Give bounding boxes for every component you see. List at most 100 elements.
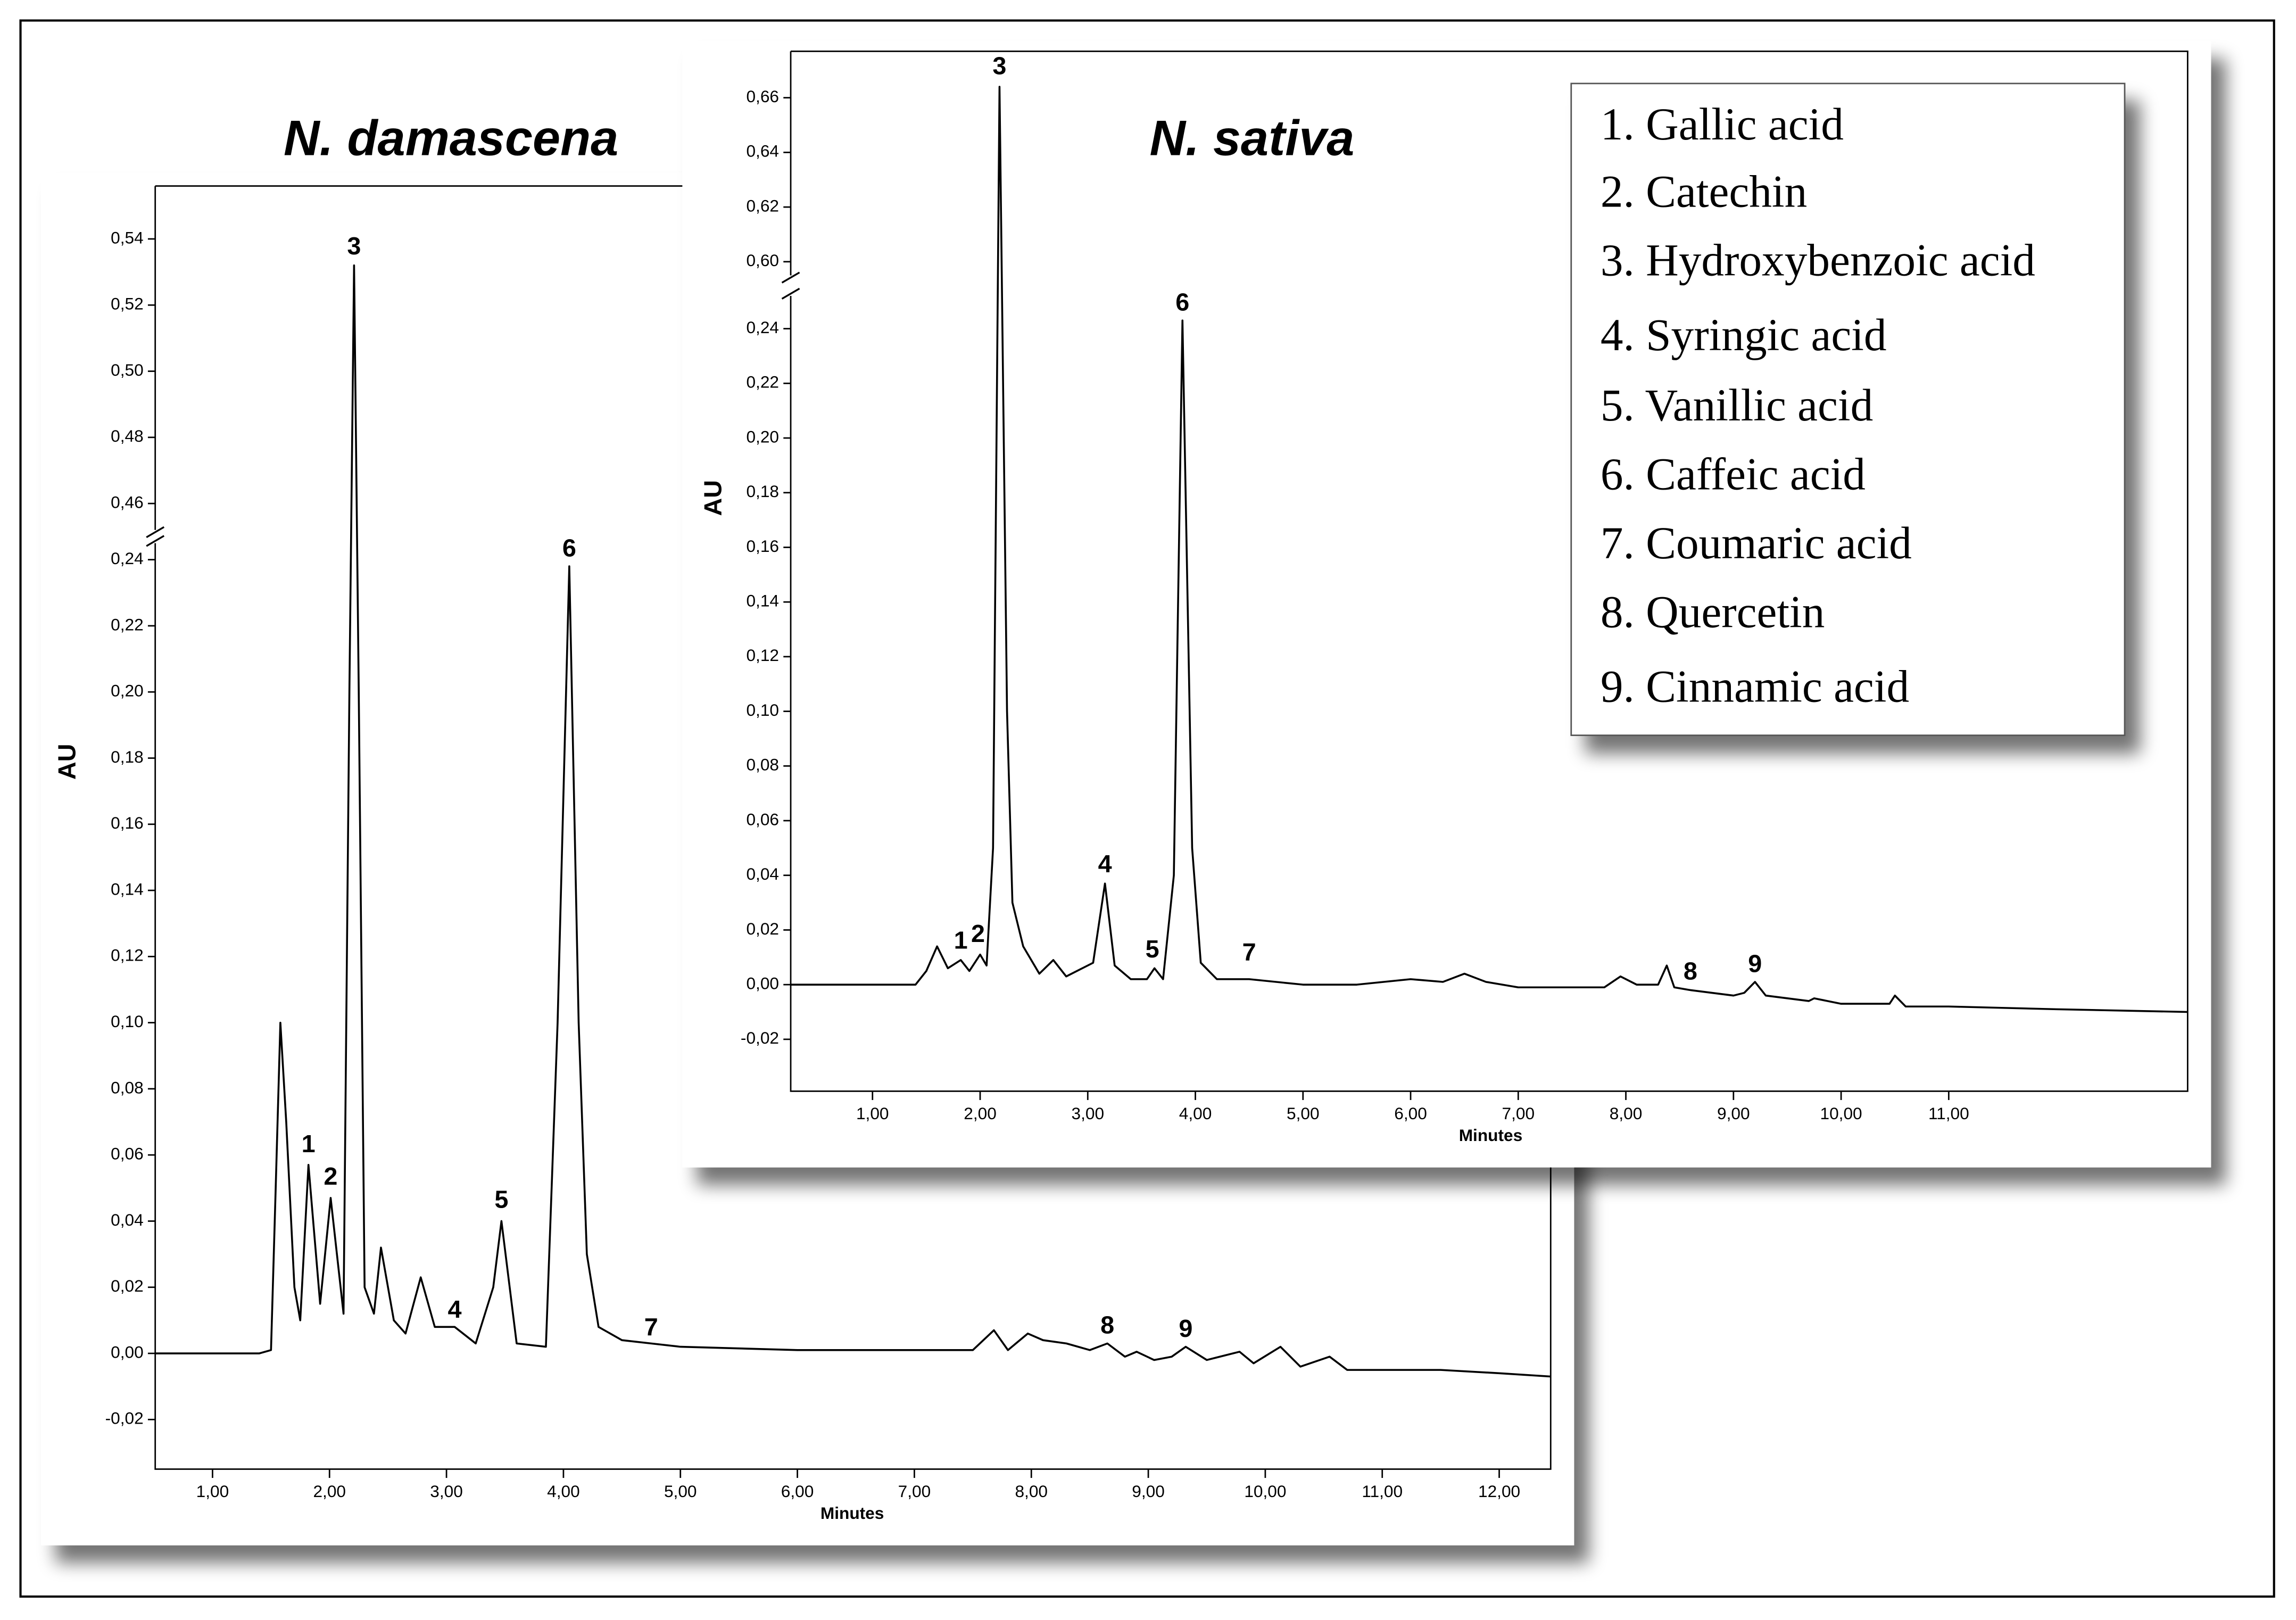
x-tick-label: 6,00 (1394, 1104, 1427, 1123)
y-axis-label: AU (53, 743, 81, 780)
y-tick-label: 0,10 (111, 1012, 144, 1031)
y-tick-label: 0,06 (111, 1144, 144, 1163)
x-tick-label: 7,00 (898, 1482, 931, 1501)
x-tick-label: 9,00 (1717, 1104, 1750, 1123)
chart-title: N. damascena (284, 110, 618, 166)
y-tick-label: 0,08 (111, 1078, 144, 1097)
y-tick-label: 0,00 (111, 1342, 144, 1361)
peak-label: 6 (1175, 288, 1189, 316)
y-tick-label: 0,60 (746, 251, 779, 270)
y-tick-label: 0,54 (111, 228, 144, 247)
y-tick-label: 0,50 (111, 360, 144, 379)
y-tick-label: 0,16 (111, 813, 144, 832)
y-tick-label: 0,18 (746, 482, 779, 501)
y-tick-label: 0,08 (746, 755, 779, 774)
x-tick-label: 2,00 (313, 1482, 346, 1501)
peak-label: 5 (494, 1186, 508, 1213)
y-axis-label: AU (699, 480, 726, 516)
peak-label: 9 (1748, 950, 1762, 978)
x-tick-label: 3,00 (1071, 1104, 1104, 1123)
legend-item: 6. Caffeic acid (1601, 450, 1866, 500)
y-tick-label: 0,16 (746, 536, 779, 556)
y-tick-label: 0,00 (746, 974, 779, 993)
peak-label: 7 (644, 1313, 658, 1341)
y-tick-label: 0,14 (746, 591, 779, 610)
peak-label: 3 (347, 232, 361, 260)
x-tick-label: 8,00 (1015, 1482, 1048, 1501)
legend-item: 9. Cinnamic acid (1601, 662, 1909, 712)
x-tick-label: 4,00 (547, 1482, 580, 1501)
y-tick-label: 0,14 (111, 879, 144, 898)
legend-item: 8. Quercetin (1601, 587, 1825, 637)
chart-title: N. sativa (1149, 110, 1354, 166)
x-tick-label: 12,00 (1478, 1482, 1520, 1501)
legend-item: 1. Gallic acid (1601, 100, 1844, 150)
y-tick-label: 0,52 (111, 294, 144, 313)
y-tick-label: 0,02 (746, 919, 779, 938)
peak-label: 6 (562, 534, 576, 561)
y-tick-label: 0,20 (746, 427, 779, 446)
y-tick-label: 0,12 (746, 646, 779, 665)
x-tick-label: 7,00 (1502, 1104, 1535, 1123)
legend-box (1570, 82, 2126, 737)
peak-label: 7 (1242, 938, 1256, 965)
x-axis-label: Minutes (820, 1503, 884, 1523)
peak-label: 2 (971, 920, 985, 947)
y-tick-label: 0,62 (746, 196, 779, 215)
y-tick-label: 0,48 (111, 426, 144, 445)
peak-label: 4 (1098, 850, 1112, 878)
peak-label: 8 (1684, 957, 1697, 985)
x-tick-label: 10,00 (1820, 1104, 1862, 1123)
axis-break (781, 271, 800, 300)
y-tick-label: 0,66 (746, 87, 779, 106)
y-tick-label: 0,18 (111, 747, 144, 766)
trace (155, 264, 1551, 1378)
x-tick-label: 9,00 (1132, 1482, 1165, 1501)
y-tick-label: 0,46 (111, 492, 144, 511)
x-tick-label: 2,00 (964, 1104, 997, 1123)
x-axis-label: Minutes (1459, 1126, 1522, 1145)
peak-label: 3 (992, 52, 1006, 80)
y-tick-label: -0,02 (741, 1028, 779, 1047)
x-tick-label: 11,00 (1928, 1104, 1969, 1123)
y-tick-label: 0,10 (746, 700, 779, 720)
axis (790, 50, 2189, 1092)
x-tick-label: 10,00 (1244, 1482, 1286, 1501)
legend-item: 2. Catechin (1601, 167, 1807, 217)
y-tick-label: 0,22 (746, 373, 779, 392)
peak-label: 1 (302, 1130, 316, 1158)
peak-label: 4 (447, 1295, 461, 1323)
peak-label: 2 (324, 1162, 337, 1190)
peak-label: 1 (954, 926, 968, 954)
y-tick-label: 0,06 (746, 809, 779, 829)
y-tick-label: 0,64 (746, 142, 779, 161)
x-tick-label: 4,00 (1179, 1104, 1212, 1123)
x-tick-label: 3,00 (430, 1482, 463, 1501)
legend: 1. Gallic acid 2. Catechin 3. Hydroxybenzo… (1570, 82, 2126, 737)
peak-label: 8 (1100, 1311, 1114, 1339)
legend-item: 4. Syringic acid (1601, 310, 1887, 360)
x-tick-label: 8,00 (1610, 1104, 1643, 1123)
y-tick-label: 0,12 (111, 946, 144, 965)
x-tick-label: 6,00 (781, 1482, 814, 1501)
x-tick-label: 1,00 (856, 1104, 889, 1123)
peak-label: 9 (1179, 1315, 1192, 1342)
y-tick-label: 0,02 (111, 1276, 144, 1295)
axis-break (146, 526, 165, 547)
trace (791, 86, 2188, 1013)
legend-item: 7. Coumaric acid (1601, 518, 1912, 568)
peak-label: 5 (1146, 935, 1159, 963)
x-tick-label: 5,00 (1287, 1104, 1320, 1123)
x-tick-label: 5,00 (664, 1482, 697, 1501)
x-tick-label: 11,00 (1362, 1482, 1403, 1501)
legend-item: 5. Vanillic acid (1601, 381, 1873, 431)
y-tick-label: 0,22 (111, 615, 144, 634)
legend-item: 3. Hydroxybenzoic acid (1601, 236, 2035, 286)
y-tick-label: 0,24 (746, 318, 779, 337)
y-tick-label: 0,04 (111, 1210, 144, 1229)
y-tick-label: 0,24 (111, 549, 144, 568)
y-tick-label: -0,02 (105, 1409, 144, 1428)
x-tick-label: 1,00 (196, 1482, 229, 1501)
